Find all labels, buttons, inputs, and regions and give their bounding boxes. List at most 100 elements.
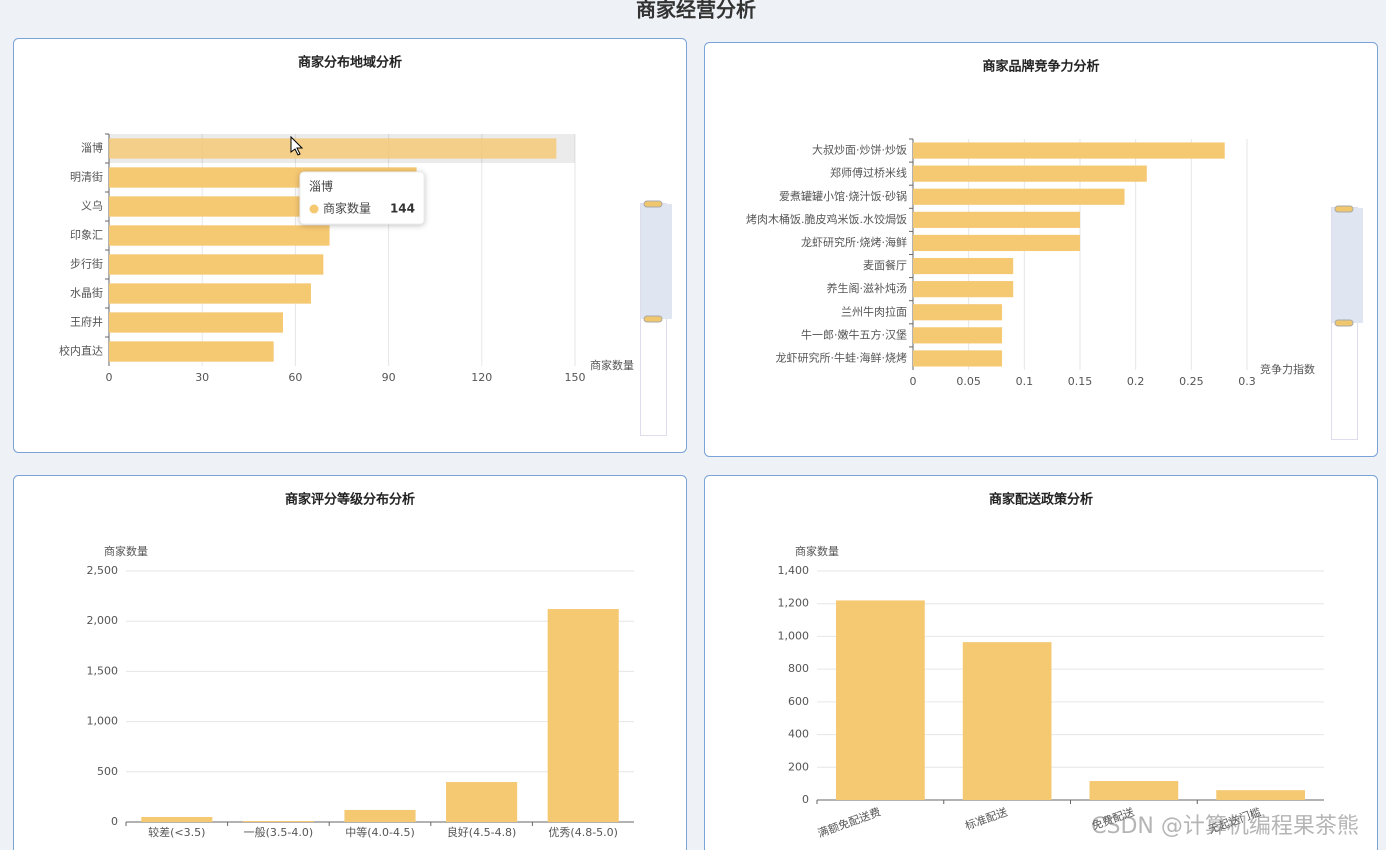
x-tick-label: 中等(4.0-4.5) [345,825,415,839]
y-axis-name: 商家数量 [104,544,148,558]
y-tick-label: 龙虾研究所·牛蛙·海鲜·烧烤 [776,350,908,364]
y-tick-label: 烤肉木桶饭.脆皮鸡米饭.水饺焗饭 [746,212,907,226]
x-tick-label: 0.05 [956,375,981,388]
tooltip-dot [309,204,319,214]
y-tick-label: 养生阁·滋补炖汤 [827,281,908,295]
x-tick-label: 150 [565,371,586,384]
y-tick-label: 500 [97,765,118,778]
y-tick-label: 2,500 [87,564,119,577]
tooltip-series: 商家数量 [323,201,371,216]
cursor [290,135,304,156]
x-tick-label: 120 [471,371,492,384]
tooltip-value: 144 [390,202,415,216]
x-tick-label: 0.15 [1068,375,1093,388]
tooltip: 淄博 商家数量 144 [299,171,425,225]
y-tick-label: 1,000 [778,629,810,642]
bar [109,196,358,217]
y-tick-label: 淄博 [81,142,103,155]
x-tick-label: 良好(4.5-4.8) [447,825,517,839]
bar [913,165,1147,182]
bar [1216,790,1305,800]
y-tick-label: 大叔炒面·炒饼·炒饭 [812,143,907,157]
x-tick-label: 0 [106,371,113,384]
chart-title: 商家品牌竞争力分析 [982,59,1099,75]
bar [109,138,557,159]
x-tick-label: 0.3 [1238,375,1256,388]
page-title: 商家经营分析 [636,0,756,22]
x-tick-label: 0.25 [1179,375,1204,388]
tooltip-box [299,171,425,225]
bar [109,341,274,362]
y-tick-label: 郑师傅过桥米线 [830,166,907,180]
y-tick-label: 步行街 [70,257,103,271]
x-tick-label: 90 [382,371,396,384]
y-tick-label: 1,000 [87,715,119,728]
y-tick-label: 麦面餐厅 [863,258,907,272]
slider-window [1332,208,1363,323]
y-tick-label: 800 [788,662,809,675]
y-tick-label: 1,400 [778,564,810,577]
bar [913,281,1014,298]
bar [446,782,518,822]
zoom-slider[interactable] [1331,205,1364,440]
zoom-slider[interactable] [640,200,673,436]
bar [913,350,1003,367]
slider-handle[interactable] [1334,319,1354,327]
bar [547,609,619,822]
x-tick-label: 60 [288,371,302,384]
bar [141,816,213,822]
bar [1089,781,1179,800]
bar [913,257,1014,275]
bar [109,225,330,246]
bar [242,820,314,822]
chart-title: 商家分布地域分析 [298,55,402,71]
y-tick-label: 印象汇 [70,229,103,242]
bar [913,142,1225,159]
bar [913,188,1125,205]
x-tick-label: 30 [195,371,209,384]
x-tick-label: 较差(<3.5) [148,825,205,839]
y-tick-label: 200 [788,760,809,773]
x-tick-label: 优秀(4.8-5.0) [548,826,618,839]
x-tick-label: 0.1 [1016,375,1034,388]
x-tick-label: 一般(3.5-4.0) [244,826,314,839]
slider-window [641,204,672,319]
y-tick-label: 兰州牛肉拉面 [841,304,907,318]
y-tick-label: 600 [788,695,809,708]
panel [13,475,687,850]
slider-handle[interactable] [643,315,663,323]
slider-handle[interactable] [643,200,663,208]
y-tick-label: 0 [802,793,809,806]
y-tick-label: 水晶街 [70,286,103,300]
slider-handle[interactable] [1334,205,1354,213]
bar [109,283,311,304]
y-tick-label: 0 [111,815,118,828]
y-tick-label: 明清街 [70,170,103,184]
chart-title: 商家评分等级分布分析 [285,492,415,508]
bar [913,304,1003,321]
chart-title: 商家配送政策分析 [989,492,1093,508]
watermark: CSDN @计算机编程果茶熊 [1091,814,1359,839]
x-axis-name: 商家数量 [590,358,634,372]
y-tick-label: 王府井 [70,315,103,329]
bar [109,254,324,275]
x-tick-label: 0 [910,375,917,388]
y-axis-name: 商家数量 [795,544,839,558]
bar [913,234,1080,252]
bar [836,600,925,800]
y-tick-label: 400 [788,728,809,741]
bar [913,211,1080,228]
y-tick-label: 2,000 [87,614,119,627]
bar [913,327,1003,344]
y-tick-label: 龙虾研究所·烧烤·海鲜 [801,235,907,249]
bar [962,642,1052,800]
y-tick-label: 1,200 [778,597,810,610]
y-tick-label: 牛一郎·嫩牛五方·汉堡 [801,327,907,341]
x-axis-name: 竞争力指数 [1260,362,1315,376]
y-tick-label: 爱煮罐罐小馆·烧汁饭·砂锅 [779,189,907,203]
y-tick-label: 1,500 [87,664,119,677]
tooltip-title: 淄博 [309,179,333,194]
y-tick-label: 校内直达 [59,344,103,358]
bar [344,809,416,822]
